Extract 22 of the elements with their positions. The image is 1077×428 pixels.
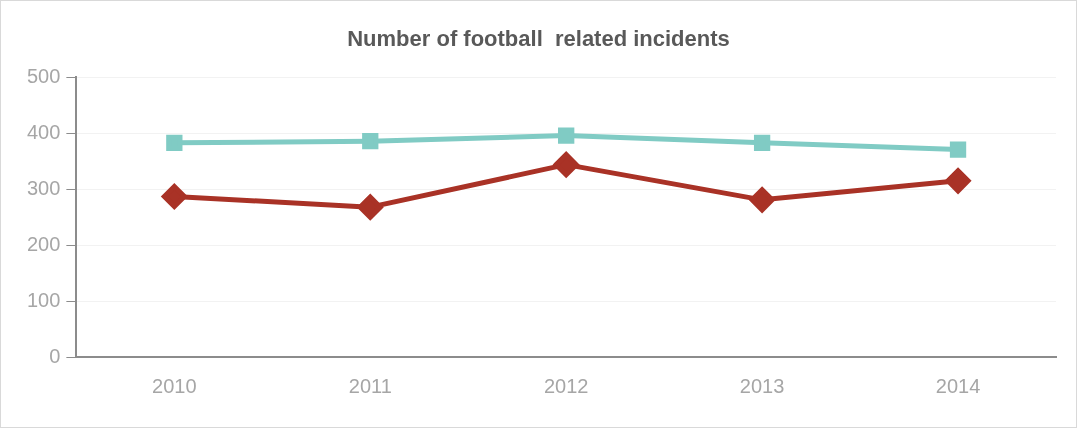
point: [949, 141, 967, 158]
y-tick-label: 200: [26, 232, 61, 255]
point: [945, 168, 971, 194]
point: [553, 152, 579, 178]
x-tick-label: 2014: [935, 374, 981, 397]
point: [749, 187, 775, 213]
y-tick-label: 100: [26, 288, 61, 311]
x-tick-label: 2011: [348, 374, 392, 397]
chart-title: Number of football related incidents: [347, 26, 730, 52]
point: [161, 184, 187, 210]
point: [166, 134, 183, 151]
y-tick-label: 400: [26, 120, 61, 143]
x-tick-label: 2012: [543, 374, 589, 397]
y-tick-label: 500: [26, 64, 61, 87]
y-tick-label: 0: [49, 344, 61, 367]
y-tick-label: 300: [26, 176, 61, 199]
point: [362, 132, 379, 150]
x-tick-label: 2010: [152, 374, 197, 397]
point: [558, 127, 575, 144]
x-tick-label: 2013: [739, 374, 785, 397]
point: [753, 134, 771, 151]
point: [357, 194, 383, 220]
